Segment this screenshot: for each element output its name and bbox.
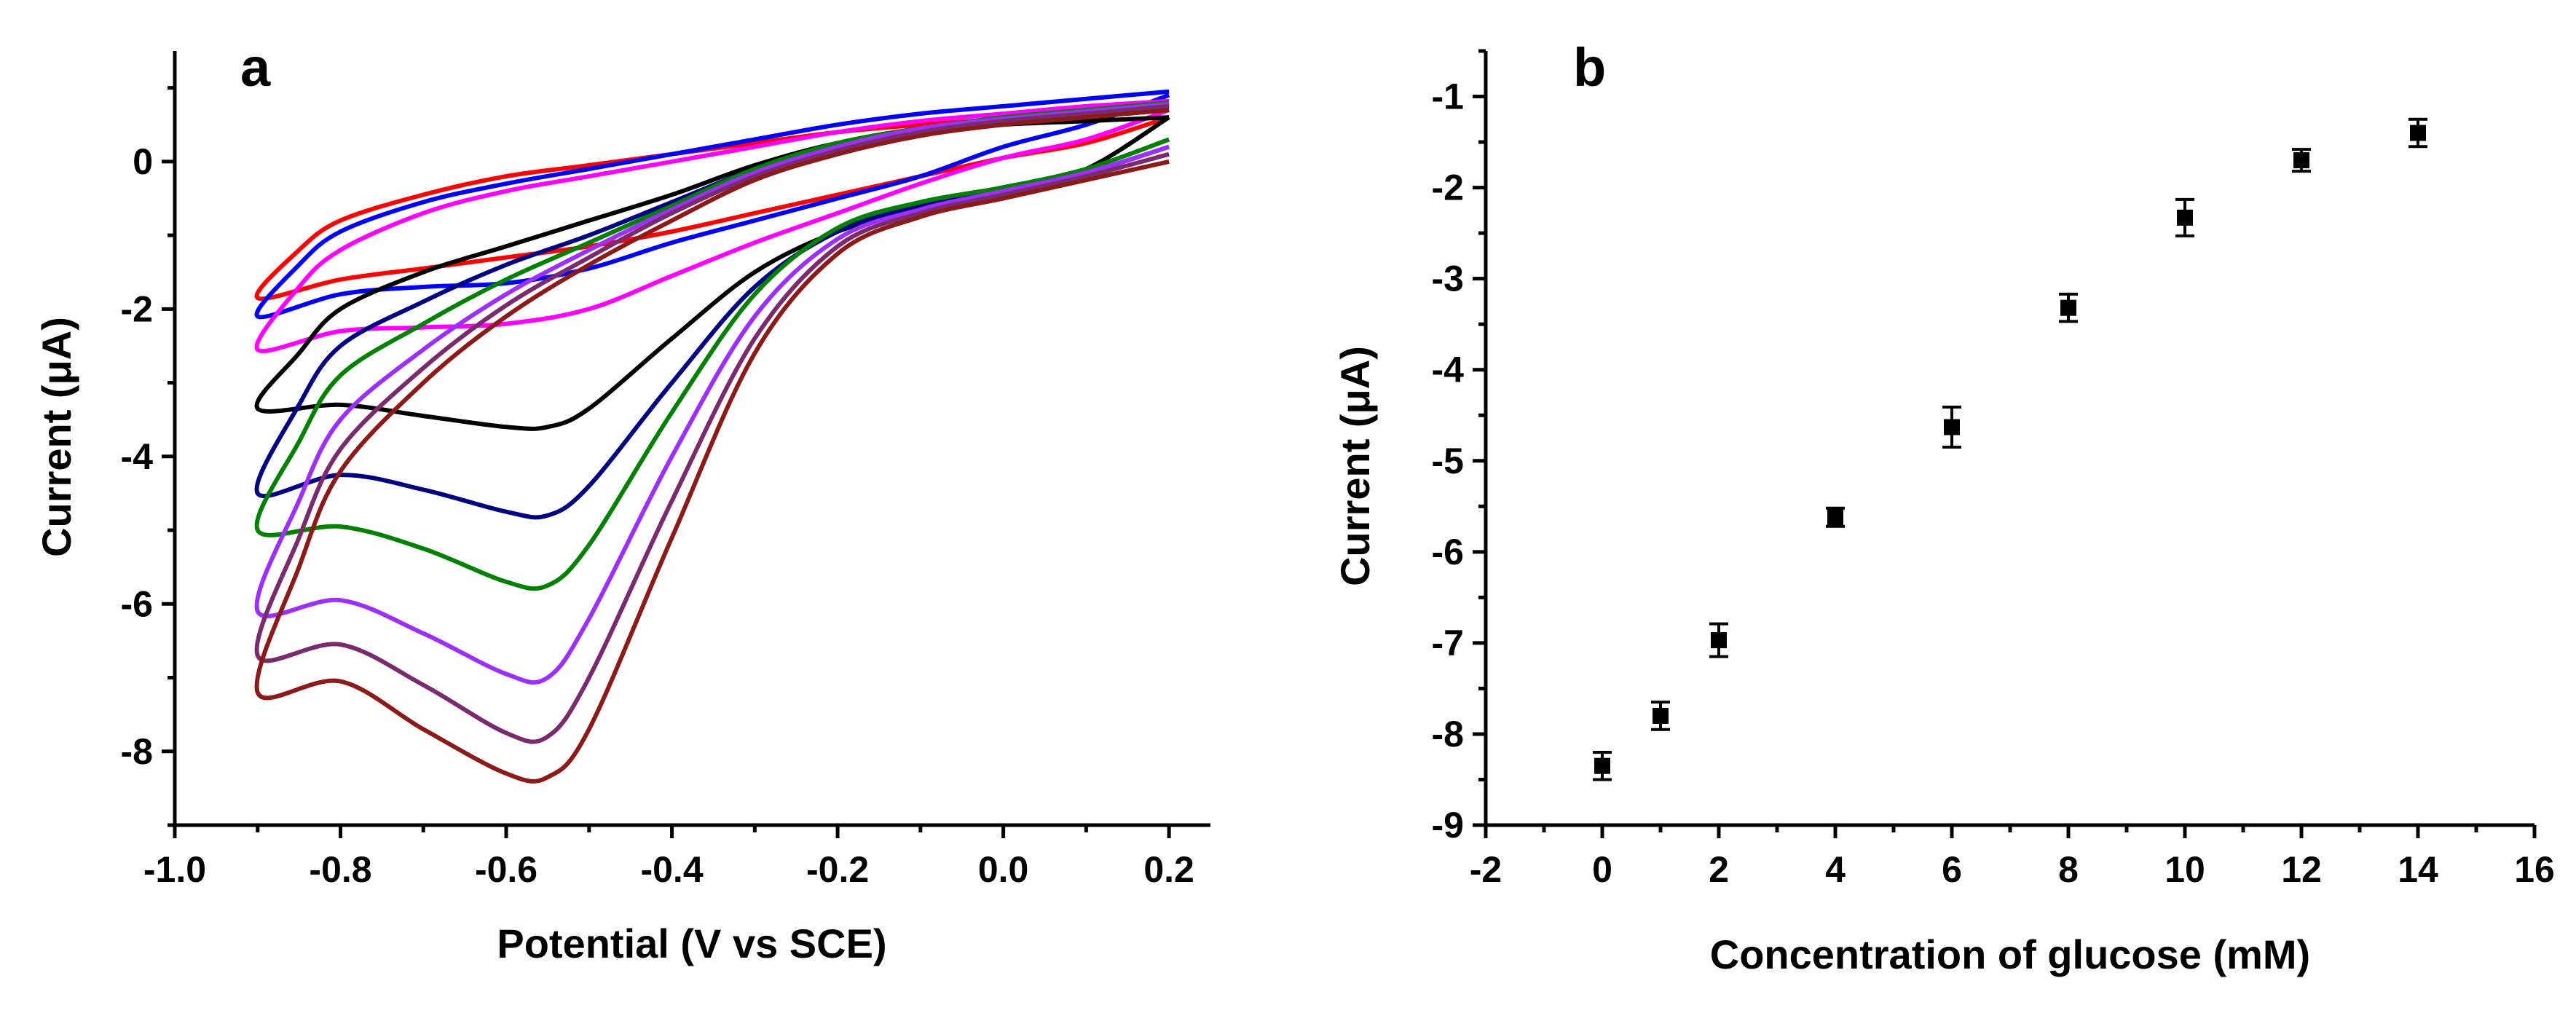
data-point <box>1594 757 1610 774</box>
panel-b-x-tick-label: -2 <box>1470 849 1502 890</box>
panel-a-x-tick-label: -0.2 <box>806 849 869 890</box>
cv-curve-maroon <box>254 108 1170 784</box>
panel-b-x-tick-label: 6 <box>1942 849 1962 890</box>
panel-b-x-tick-label: 16 <box>2514 849 2555 890</box>
panel-b-ticks: -2 0 2 4 6 8 10 12 14 16 -1 -2 -3 -4 -5 -6 -7 -8 -9 <box>1432 49 2555 890</box>
panel-b-points <box>1593 117 2427 781</box>
cv-curve-navy <box>254 103 1170 520</box>
data-point <box>1711 632 1727 649</box>
panel-b-y-tick-label: -8 <box>1432 714 1464 754</box>
panel-a-y-tick-label: 0 <box>133 141 153 182</box>
data-point <box>2293 152 2309 169</box>
panel-b-y-tick-label: -7 <box>1432 623 1464 663</box>
panel-a-y-tick-label: -6 <box>121 583 153 624</box>
cv-curve-magenta <box>254 98 1170 353</box>
panel-a-y-tick-label: -4 <box>121 436 154 477</box>
panel-a-x-tick-label: -0.4 <box>640 849 703 890</box>
panel-b-x-tick-label: 4 <box>1825 849 1846 890</box>
panel-a-y-tick-label: -8 <box>121 731 153 772</box>
panel-b-y-tick-label: -4 <box>1432 350 1465 390</box>
panel-a-x-tick-label: -1.0 <box>143 849 206 890</box>
panel-a-cv-chart: a -1.0 -0.8 -0.6 -0.4 -0.2 0.0 0.2 0 -2 -4 -6 -8 Po… <box>34 37 1210 966</box>
panel-a-y-title: Current (μA) <box>34 317 79 557</box>
panel-b-y-tick-label: -9 <box>1432 805 1464 846</box>
panel-a-letter: a <box>240 37 271 98</box>
data-point <box>2060 299 2076 316</box>
panel-b-y-tick-label: -3 <box>1432 259 1464 299</box>
panel-b-y-title: Current (μA) <box>1332 346 1378 586</box>
panel-a-x-tick-label: -0.6 <box>475 849 537 890</box>
panel-b-x-tick-label: 2 <box>1709 849 1729 890</box>
cv-curve-blue <box>254 89 1170 320</box>
data-point <box>1944 419 1960 435</box>
panel-b-y-tick-label: -5 <box>1432 441 1464 481</box>
panel-a-x-tick-label: 0.0 <box>978 849 1029 890</box>
panel-b-x-title: Concentration of glucose (mM) <box>1710 931 2310 977</box>
panel-b-scatter-chart: b -2 0 2 4 6 8 10 12 14 16 -1 -2 -3 -4 -5 -6 -7 -8 -9 Conc… <box>1332 37 2555 977</box>
panel-a-ticks: -1.0 -0.8 -0.6 -0.4 -0.2 0.0 0.2 0 -2 -4 -6 -8 <box>121 86 1194 890</box>
cv-curve-violet-brown <box>254 103 1170 744</box>
panel-b-x-tick-label: 8 <box>2058 849 2079 890</box>
panel-b-y-tick-label: -2 <box>1432 167 1464 208</box>
panel-a-x-tick-label: 0.2 <box>1143 849 1194 890</box>
panel-a-curves <box>254 89 1170 784</box>
data-point <box>1653 707 1669 724</box>
panel-b-letter: b <box>1573 37 1606 98</box>
cv-curve-green <box>254 100 1170 591</box>
data-point <box>1827 509 1843 526</box>
panel-b-x-tick-label: 10 <box>2165 849 2205 890</box>
panel-a-x-tick-label: -0.8 <box>309 849 371 890</box>
panel-b-x-tick-label: 0 <box>1592 849 1612 890</box>
panel-b-x-tick-label: 14 <box>2398 849 2438 890</box>
cv-curve-purple <box>254 101 1170 685</box>
panel-b-y-tick-label: -6 <box>1432 532 1464 572</box>
panel-b-x-tick-label: 12 <box>2281 849 2322 890</box>
panel-b-y-tick-label: -1 <box>1432 76 1464 117</box>
data-point <box>2410 125 2426 141</box>
panel-a-x-title: Potential (V vs SCE) <box>497 921 886 966</box>
panel-a-y-tick-label: -2 <box>121 288 153 329</box>
data-point <box>2177 209 2193 226</box>
